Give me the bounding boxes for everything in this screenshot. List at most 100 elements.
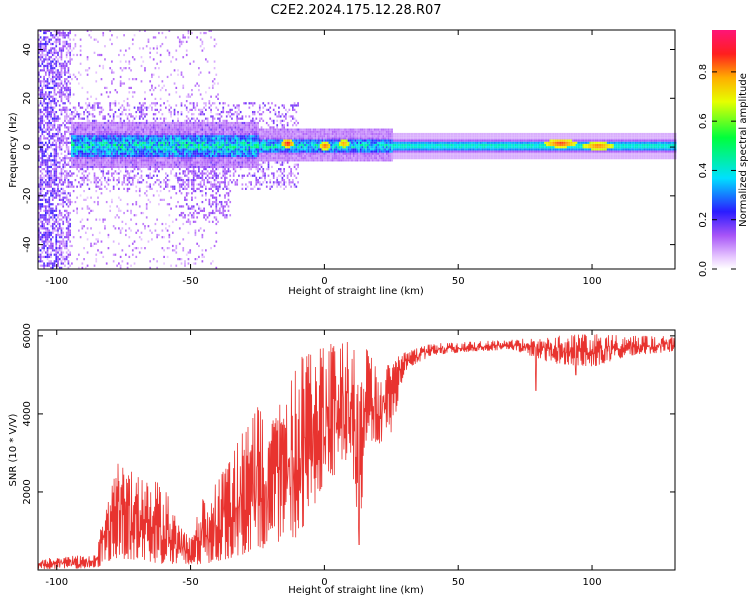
heatmap-cell xyxy=(165,165,167,169)
heatmap-cell xyxy=(62,163,65,166)
heatmap-cell xyxy=(144,159,146,162)
heatmap-cell xyxy=(196,143,199,147)
heatmap-cell xyxy=(79,146,82,149)
heatmap-cell xyxy=(163,148,165,151)
heatmap-cell xyxy=(182,139,185,142)
heatmap-cell xyxy=(191,132,193,136)
heatmap-cell xyxy=(175,244,178,248)
heatmap-cell xyxy=(44,108,47,111)
heatmap-cell xyxy=(83,121,85,125)
heatmap-cell xyxy=(192,146,195,149)
heatmap-cell xyxy=(55,174,58,177)
heatmap-cell xyxy=(144,192,146,195)
heatmap-cell xyxy=(192,60,195,63)
heatmap-cell xyxy=(217,159,219,162)
heatmap-cell xyxy=(44,128,47,131)
heatmap-cell xyxy=(72,93,75,96)
heatmap-cell xyxy=(158,148,160,151)
heatmap-cell xyxy=(88,148,91,151)
heatmap-cell xyxy=(128,130,131,133)
heatmap-cell xyxy=(151,157,153,160)
heatmap-cell xyxy=(57,146,59,149)
heatmap-cell xyxy=(41,198,44,201)
heatmap-cell xyxy=(151,238,153,241)
heatmap-cell xyxy=(74,45,77,48)
heatmap-cell xyxy=(199,172,202,175)
heatmap-cell xyxy=(39,58,42,61)
heatmap-cell xyxy=(105,159,108,162)
heatmap-cell xyxy=(205,124,207,127)
heatmap-cell xyxy=(131,146,134,149)
heatmap-cell xyxy=(199,124,202,127)
heatmap-cell xyxy=(177,163,179,166)
heatmap-cell xyxy=(46,110,49,114)
heatmap-cell xyxy=(112,240,115,243)
heatmap-cell xyxy=(48,211,51,215)
heatmap-cell xyxy=(107,236,110,239)
heatmap-cell xyxy=(126,135,129,138)
heatmap-cell xyxy=(199,163,202,166)
heatmap-cell xyxy=(241,143,244,147)
heatmap-cell xyxy=(211,159,214,162)
heatmap-cell xyxy=(57,214,59,217)
heatmap-cell xyxy=(224,121,226,125)
heatmap-cell xyxy=(128,113,131,116)
heatmap-cell xyxy=(138,146,141,149)
heatmap-cell xyxy=(88,137,91,140)
heatmap-cell xyxy=(62,222,65,226)
heatmap-cell xyxy=(215,150,218,153)
heatmap-cell xyxy=(137,130,139,133)
heatmap-cell xyxy=(231,148,233,151)
heatmap-cell xyxy=(57,53,59,57)
heatmap-cell xyxy=(229,115,232,118)
heatmap-cell xyxy=(213,126,216,129)
heatmap-cell xyxy=(48,200,51,204)
heatmap-cell xyxy=(39,198,42,201)
heatmap-cell xyxy=(205,214,207,217)
heatmap-cell xyxy=(191,148,193,151)
heatmap-cell xyxy=(229,161,232,164)
heatmap-cell xyxy=(57,249,59,252)
heatmap-cell xyxy=(213,216,216,219)
heatmap-cell xyxy=(131,181,134,184)
heatmap-cell xyxy=(51,137,54,140)
heatmap-cell xyxy=(46,163,49,166)
heatmap-cell xyxy=(38,143,40,147)
heatmap-cell xyxy=(218,143,221,147)
heatmap-cell xyxy=(107,183,110,186)
heatmap-cell xyxy=(215,152,218,155)
heatmap-cell xyxy=(137,108,139,111)
heatmap-cell xyxy=(43,80,45,83)
heatmap-cell xyxy=(144,161,146,164)
heatmap-cell xyxy=(171,132,174,136)
heatmap-cell xyxy=(175,135,178,138)
heatmap-cell xyxy=(86,227,89,230)
heatmap-cell xyxy=(171,154,174,158)
heatmap-cell xyxy=(39,124,42,127)
heatmap-cell xyxy=(38,104,40,107)
heatmap-cell xyxy=(201,189,204,193)
heatmap-cell xyxy=(76,126,78,129)
heatmap-cell xyxy=(79,157,82,160)
heatmap-cell xyxy=(178,168,181,171)
heatmap-cell xyxy=(168,128,171,131)
heatmap-cell xyxy=(163,163,165,166)
heatmap-cell xyxy=(74,42,77,46)
heatmap-cell xyxy=(222,205,225,208)
heatmap-cell xyxy=(211,150,214,153)
heatmap-cell xyxy=(184,196,186,199)
heatmap-cell xyxy=(238,148,240,151)
heatmap-cell xyxy=(69,174,72,177)
heatmap-cell xyxy=(206,181,209,184)
heatmap-cell xyxy=(43,75,45,79)
heatmap-cell xyxy=(93,141,96,144)
heatmap-cell xyxy=(140,80,143,83)
heatmap-cell xyxy=(51,95,54,98)
heatmap-cell xyxy=(91,104,94,107)
heatmap-cell xyxy=(180,124,183,127)
heatmap-cell xyxy=(253,126,256,129)
heatmap-cell xyxy=(168,163,171,166)
heatmap-cell xyxy=(39,119,42,122)
heatmap-cell xyxy=(39,80,42,83)
heatmap-cell xyxy=(67,49,70,52)
